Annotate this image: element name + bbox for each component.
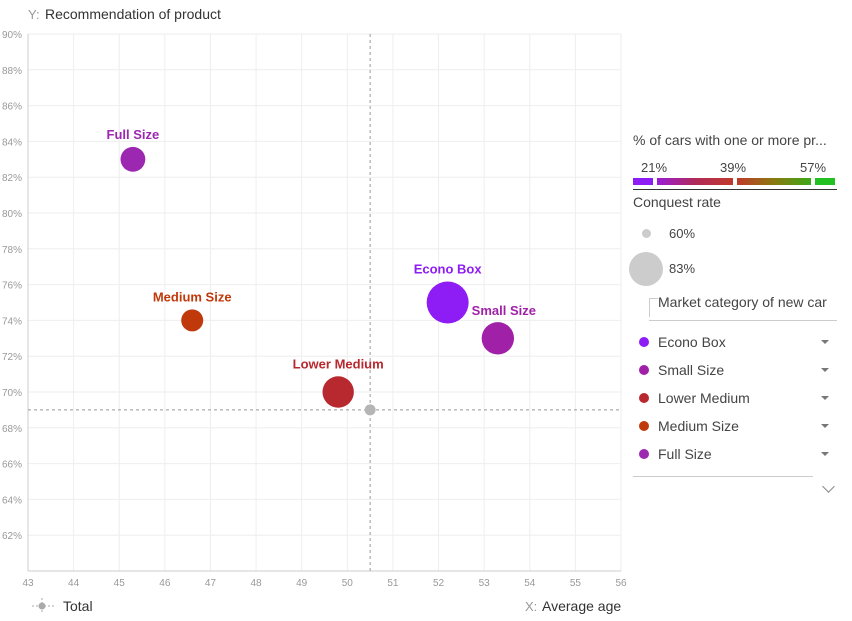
legend-item-label: Medium Size	[658, 418, 739, 434]
y-tick-label: 88%	[2, 66, 22, 77]
category-underline	[649, 320, 837, 321]
x-tick-label: 48	[251, 578, 263, 589]
color-tick-high: 57%	[800, 160, 827, 175]
x-axis-prefix: X:	[525, 599, 537, 614]
y-tick-label: 80%	[2, 209, 22, 220]
x-tick-label: 47	[205, 578, 217, 589]
bubble-label: Full Size	[107, 127, 160, 142]
small-size-dot-icon	[639, 365, 649, 375]
x-tick-label: 51	[387, 578, 399, 589]
size-legend-title: Conquest rate	[633, 194, 721, 210]
y-tick-label: 74%	[2, 316, 22, 327]
color-tick-mid: 39%	[720, 160, 747, 175]
legend-item-medium-size[interactable]: Medium Size	[633, 412, 837, 440]
bubble-point[interactable]	[322, 376, 354, 408]
x-tick-label: 53	[479, 578, 491, 589]
category-bracket	[649, 298, 658, 317]
legend-item-label: Lower Medium	[658, 390, 750, 406]
y-tick-label: 84%	[2, 137, 22, 148]
bubbles[interactable]: Full Size Medium Size Lower Medium Econo Bo…	[107, 127, 536, 408]
chevron-down-icon[interactable]	[821, 340, 829, 344]
chevron-down-icon[interactable]	[821, 424, 829, 428]
total-label: Total	[63, 598, 93, 614]
bubble-label: Medium Size	[153, 289, 232, 304]
x-tick-label: 44	[68, 578, 80, 589]
y-tick-label: 82%	[2, 173, 22, 184]
gradient-divider	[633, 189, 837, 190]
x-tick-label: 45	[114, 578, 126, 589]
y-tick-label: 78%	[2, 245, 22, 256]
size-large-label: 83%	[669, 261, 696, 276]
bubble-label: Small Size	[472, 303, 536, 318]
gradient-segment	[657, 178, 733, 185]
x-tick-label: 54	[524, 578, 536, 589]
legend-divider	[633, 476, 813, 477]
category-legend-title: Market category of new car	[658, 294, 827, 310]
legend-item-small-size[interactable]: Small Size	[633, 356, 837, 384]
bubble-point[interactable]	[181, 309, 204, 332]
bubble-label: Econo Box	[414, 262, 483, 277]
x-tick-label: 56	[615, 578, 627, 589]
legend-item-econo-box[interactable]: Econo Box	[633, 328, 837, 356]
y-tick-label: 90%	[2, 30, 22, 41]
y-axis-prefix: Y:	[28, 7, 40, 22]
total-marker-icon	[32, 598, 54, 614]
legend-item-label: Full Size	[658, 446, 712, 462]
gradient-segment	[633, 178, 653, 185]
total-point[interactable]	[364, 404, 376, 416]
y-tick-label: 70%	[2, 388, 22, 399]
size-large-icon	[629, 252, 663, 286]
color-tick-low: 21%	[641, 160, 668, 175]
chevron-down-icon[interactable]	[821, 368, 829, 372]
gradient-segment	[737, 178, 811, 185]
color-legend-title: % of cars with one or more pr...	[633, 132, 827, 148]
legend-item-label: Small Size	[658, 362, 725, 378]
x-tick-label: 43	[22, 578, 34, 589]
y-axis-title: Recommendation of product	[45, 6, 221, 22]
bubble-label: Lower Medium	[293, 356, 384, 371]
bubble-point[interactable]	[426, 281, 469, 324]
x-axis-title: Average age	[542, 598, 621, 614]
x-tick-label: 49	[296, 578, 308, 589]
x-tick-label: 50	[342, 578, 354, 589]
y-tick-label: 66%	[2, 460, 22, 471]
category-legend-header: Market category of new car	[633, 294, 837, 322]
bubble-point[interactable]	[120, 146, 146, 172]
legend-item-lower-medium[interactable]: Lower Medium	[633, 384, 837, 412]
color-gradient-bar[interactable]	[633, 178, 837, 185]
grid	[27, 33, 622, 572]
y-tick-label: 72%	[2, 352, 22, 363]
legend-panel: % of cars with one or more pr... 21% 39%…	[629, 130, 837, 493]
legend-item-full-size[interactable]: Full Size	[633, 440, 837, 468]
total-reference	[28, 34, 621, 571]
medium-size-dot-icon	[639, 421, 649, 431]
y-tick-label: 64%	[2, 495, 22, 506]
y-tick-label: 62%	[2, 531, 22, 542]
x-tick-label: 52	[433, 578, 445, 589]
econo-box-dot-icon	[639, 337, 649, 347]
color-legend-ticks: 21% 39% 57%	[633, 160, 837, 176]
size-legend-small: 60%	[633, 216, 837, 252]
size-legend-large: 83%	[629, 252, 837, 288]
full-size-dot-icon	[639, 449, 649, 459]
gradient-segment	[815, 178, 835, 185]
chevron-down-icon[interactable]	[821, 396, 829, 400]
x-tick-label: 46	[159, 578, 171, 589]
tick-labels: 62% 64% 66% 68% 70% 72% 74% 76% 78% 80% 82% 84% 86% 8…	[2, 30, 627, 589]
x-tick-label: 55	[570, 578, 582, 589]
size-small-label: 60%	[669, 226, 696, 241]
y-tick-label: 76%	[2, 281, 22, 292]
y-tick-label: 68%	[2, 424, 22, 435]
chevron-down-icon[interactable]	[821, 452, 829, 456]
size-small-icon	[642, 229, 651, 238]
legend-item-label: Econo Box	[658, 334, 726, 350]
lower-medium-dot-icon	[639, 393, 649, 403]
bubble-point[interactable]	[481, 322, 515, 355]
y-tick-label: 86%	[2, 102, 22, 113]
